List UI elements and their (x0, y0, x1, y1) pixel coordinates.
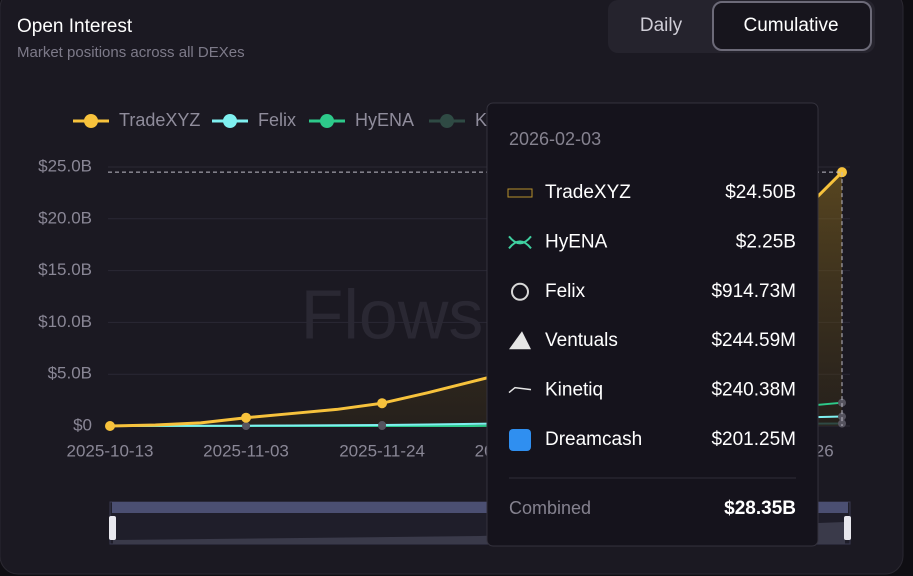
tooltip-value: $244.59M (711, 330, 796, 351)
point (377, 398, 388, 409)
icon-shape (508, 386, 532, 394)
tooltip-name: HyENA (545, 231, 608, 252)
y-tick-label: $5.0B (48, 364, 92, 383)
tooltip-icon (509, 429, 531, 451)
subtitle: Market positions across all DEXes (17, 44, 245, 61)
legend-label[interactable]: Felix (258, 110, 296, 130)
y-tick-label: $20.0B (38, 208, 92, 227)
x-tick-label: 2025-10-13 (67, 441, 154, 460)
icon-shape (509, 429, 531, 451)
y-tick-label: $0 (73, 415, 92, 434)
toggle-cumulative[interactable]: Cumulative (743, 15, 838, 36)
y-tick-label: $10.0B (38, 312, 92, 331)
toggle-active[interactable] (712, 1, 872, 51)
tooltip-total-name: Combined (509, 498, 591, 518)
point (378, 420, 387, 429)
tooltip-icon (507, 188, 533, 198)
slider-handle-left[interactable] (109, 516, 116, 540)
icon-shape (509, 331, 531, 350)
point (242, 421, 251, 430)
tooltip: 2026-02-03 TradeXYZ $24.50B HyENA $2.25B Feli… (486, 102, 819, 547)
title: Open Interest (17, 16, 133, 37)
tooltip-value: $914.73M (711, 281, 796, 302)
icon-shape (507, 188, 533, 198)
slider-bar (112, 502, 848, 513)
toggle-daily[interactable]: Daily (640, 15, 683, 36)
tooltip-value: $201.25M (711, 429, 796, 450)
legend-label[interactable]: HyENA (355, 110, 414, 130)
tooltip-value: $24.50B (725, 182, 796, 203)
y-tick-label: $15.0B (38, 260, 92, 279)
icon-shape (508, 235, 532, 250)
legend-dot (440, 114, 454, 128)
tooltip-name: Ventuals (545, 330, 618, 351)
tooltip-total: $28.35B (724, 498, 796, 519)
slider-handle-right[interactable] (844, 516, 851, 540)
tooltip-name: Kinetiq (545, 380, 603, 401)
legend-dot (320, 114, 334, 128)
tooltip-icon (509, 331, 531, 350)
tooltip-name: TradeXYZ (545, 182, 631, 203)
x-tick-label: 2025-11-03 (203, 441, 289, 460)
point (241, 412, 252, 423)
watermark: Flows (301, 275, 484, 353)
icon-shape (511, 282, 529, 301)
tooltip-box (486, 102, 819, 547)
point (105, 421, 115, 431)
legend-label[interactable]: TradeXYZ (119, 110, 200, 130)
tooltip-icon (508, 235, 532, 250)
legend-dot (84, 114, 98, 128)
legend-dot (223, 114, 237, 128)
y-tick-label: $25.0B (38, 156, 92, 175)
x-tick-label: 2025-11-24 (339, 441, 425, 460)
tooltip-value: $240.38M (711, 380, 796, 401)
tooltip-icon (508, 386, 532, 394)
tooltip-value: $2.25B (736, 231, 796, 252)
tooltip-name: Dreamcash (545, 429, 642, 450)
tooltip-name: Felix (545, 281, 586, 302)
tooltip-date: 2026-02-03 (509, 129, 601, 149)
tooltip-icon (511, 282, 529, 301)
